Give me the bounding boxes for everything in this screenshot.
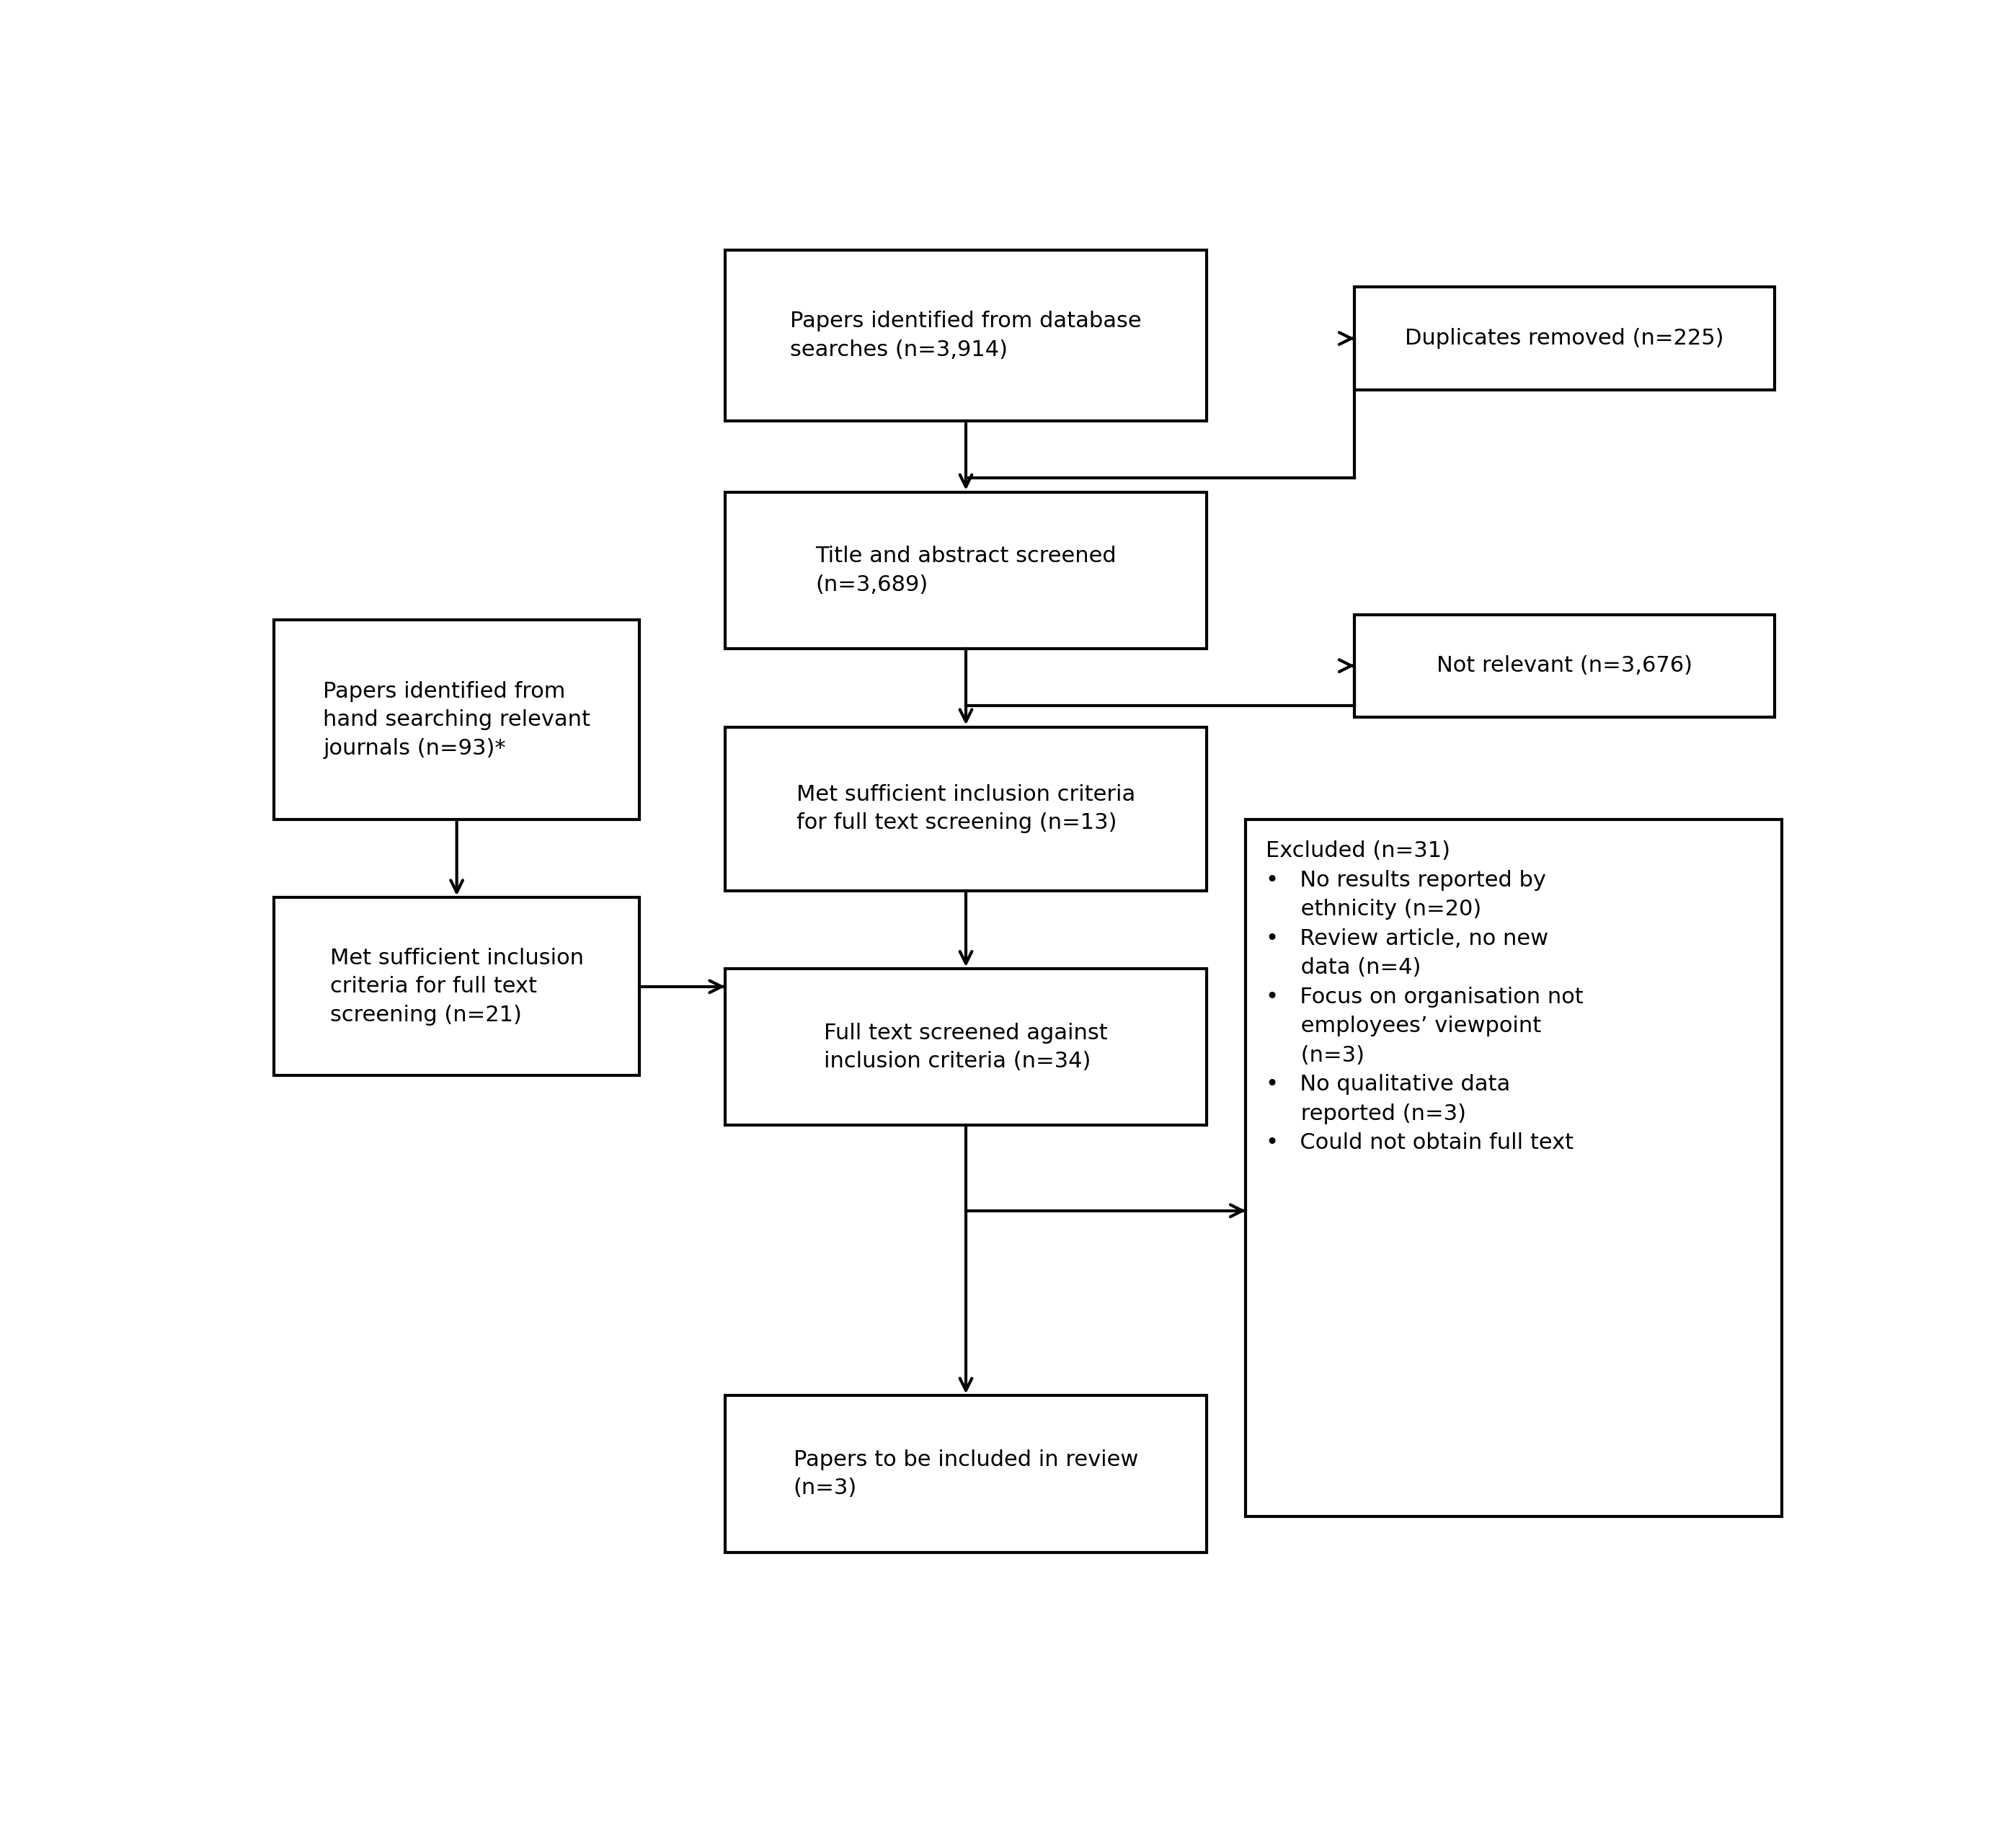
FancyBboxPatch shape [724, 492, 1208, 649]
FancyBboxPatch shape [1354, 286, 1775, 390]
Text: Not relevant (n=3,676): Not relevant (n=3,676) [1436, 656, 1693, 676]
FancyBboxPatch shape [275, 898, 640, 1076]
Text: Papers to be included in review
(n=3): Papers to be included in review (n=3) [794, 1449, 1137, 1499]
Text: Duplicates removed (n=225): Duplicates removed (n=225) [1404, 327, 1723, 349]
FancyBboxPatch shape [724, 1395, 1208, 1552]
Text: Papers identified from
hand searching relevant
journals (n=93)*: Papers identified from hand searching re… [323, 680, 590, 760]
Text: Met sufficient inclusion criteria
for full text screening (n=13): Met sufficient inclusion criteria for fu… [796, 784, 1135, 833]
FancyBboxPatch shape [1246, 819, 1781, 1517]
FancyBboxPatch shape [1354, 615, 1775, 717]
Text: Title and abstract screened
(n=3,689): Title and abstract screened (n=3,689) [814, 545, 1117, 595]
FancyBboxPatch shape [724, 968, 1208, 1125]
Text: Excluded (n=31)
•   No results reported by
     ethnicity (n=20)
•   Review arti: Excluded (n=31) • No results reported by… [1266, 841, 1583, 1153]
Text: Full text screened against
inclusion criteria (n=34): Full text screened against inclusion cri… [824, 1022, 1107, 1072]
Text: Met sufficient inclusion
criteria for full text
screening (n=21): Met sufficient inclusion criteria for fu… [329, 948, 584, 1026]
Text: Papers identified from database
searches (n=3,914): Papers identified from database searches… [790, 310, 1141, 360]
FancyBboxPatch shape [724, 249, 1208, 421]
FancyBboxPatch shape [275, 621, 640, 819]
FancyBboxPatch shape [724, 726, 1208, 891]
